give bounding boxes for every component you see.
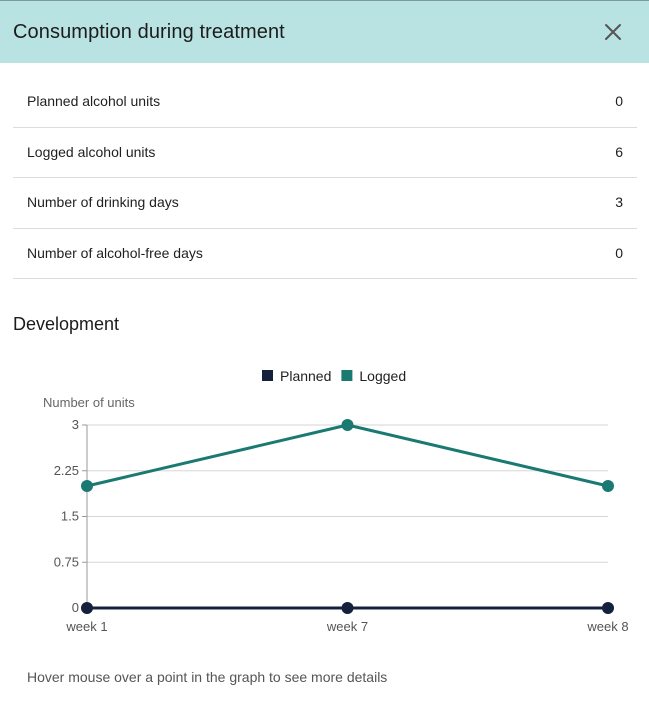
stat-value: 3: [615, 194, 623, 210]
stat-row-drinking-days: Number of drinking days 3: [13, 178, 637, 229]
y-tick-label: 1.5: [61, 509, 79, 524]
line-chart-svg: Planned Logged Number of units 0 0.75 1.5 2.25…: [43, 368, 629, 634]
x-tick-label: week 8: [586, 619, 628, 634]
development-title: Development: [13, 314, 120, 334]
stat-label: Planned alcohol units: [27, 93, 161, 109]
stat-value: 6: [615, 143, 623, 160]
stat-label: Number of alcohol-free days: [27, 244, 203, 261]
y-tick-label: 3: [72, 417, 79, 432]
data-point-logged[interactable]: [81, 480, 93, 492]
stat-label: Logged alcohol units: [27, 143, 156, 160]
dialog-header: Consumption during treatment: [0, 1, 649, 63]
stat-label: Number of drinking days: [27, 194, 179, 210]
stats-table: Planned alcohol units 0 Logged alcohol u…: [13, 77, 637, 279]
data-point-logged[interactable]: [341, 419, 354, 431]
legend-label-logged: Logged: [359, 368, 406, 384]
y-tick-label: 2.25: [54, 463, 79, 478]
stat-value: 0: [615, 93, 623, 109]
data-point-planned[interactable]: [81, 602, 93, 614]
legend-swatch-planned: [262, 370, 273, 381]
legend-swatch-logged: [341, 370, 353, 381]
dialog-title: Consumption during treatment: [13, 21, 285, 43]
close-button[interactable]: [600, 19, 626, 45]
y-tick-label: 0: [72, 600, 79, 615]
data-point-planned[interactable]: [602, 602, 614, 614]
stat-row-alcohol-free-days: Number of alcohol-free days 0: [13, 229, 637, 279]
x-tick-label: week 1: [65, 619, 107, 634]
legend-label-planned: Planned: [280, 368, 331, 384]
chart-hint: Hover mouse over a point in the graph to…: [27, 669, 388, 685]
x-tick-label: week 7: [326, 619, 368, 634]
development-chart: Planned Logged Number of units 0 0.75 1.5 2.25…: [0, 356, 649, 646]
data-point-planned[interactable]: [341, 602, 354, 614]
stat-row-logged-units: Logged alcohol units 6: [13, 128, 637, 178]
close-icon: [605, 24, 621, 40]
y-axis-label: Number of units: [43, 395, 135, 410]
series-line-logged: [86, 423, 609, 488]
y-tick-label: 0.75: [54, 554, 79, 569]
stat-row-planned-units: Planned alcohol units 0: [13, 77, 637, 128]
stat-value: 0: [615, 244, 623, 261]
data-point-logged[interactable]: [602, 480, 614, 492]
